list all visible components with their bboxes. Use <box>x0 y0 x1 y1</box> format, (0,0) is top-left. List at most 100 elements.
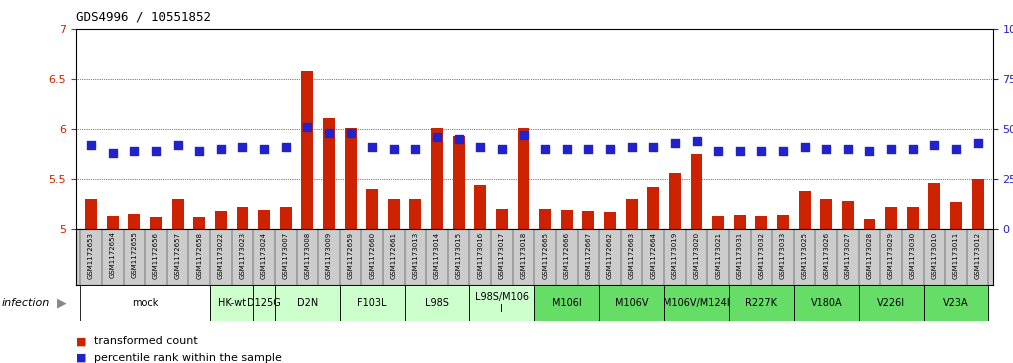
Text: GSM1173025: GSM1173025 <box>801 232 807 278</box>
Bar <box>275 285 339 321</box>
Point <box>926 142 942 148</box>
Text: GSM1173016: GSM1173016 <box>477 232 483 279</box>
Bar <box>106 216 119 229</box>
Bar <box>535 285 600 321</box>
Bar <box>253 285 275 321</box>
Text: mock: mock <box>132 298 158 308</box>
Point <box>407 146 423 152</box>
Point <box>472 144 488 150</box>
Text: GSM1173028: GSM1173028 <box>866 232 872 279</box>
Bar <box>280 207 292 229</box>
Text: V180A: V180A <box>810 298 842 308</box>
Text: ▶: ▶ <box>57 297 67 310</box>
Bar <box>344 128 357 229</box>
Text: GSM1173008: GSM1173008 <box>304 232 310 279</box>
Point <box>321 130 337 136</box>
Point <box>278 144 294 150</box>
Bar <box>647 187 659 229</box>
Point <box>948 146 964 152</box>
Text: GSM1172666: GSM1172666 <box>564 232 569 279</box>
Point <box>905 146 921 152</box>
Text: GSM1173021: GSM1173021 <box>715 232 721 279</box>
Bar <box>85 199 97 229</box>
Bar <box>388 199 400 229</box>
Bar <box>323 118 335 229</box>
Point <box>796 144 812 150</box>
Text: percentile rank within the sample: percentile rank within the sample <box>94 352 282 363</box>
Text: GSM1172665: GSM1172665 <box>542 232 548 278</box>
Point <box>537 146 553 152</box>
Bar <box>129 214 140 229</box>
Text: GSM1172653: GSM1172653 <box>88 232 94 278</box>
Point <box>256 146 272 152</box>
Bar <box>842 201 854 229</box>
Text: GSM1172658: GSM1172658 <box>197 232 203 278</box>
Text: GSM1173007: GSM1173007 <box>283 232 289 279</box>
Text: GSM1173014: GSM1173014 <box>434 232 440 279</box>
Bar <box>691 154 702 229</box>
Point <box>104 150 121 156</box>
Bar <box>885 207 898 229</box>
Point <box>234 144 250 150</box>
Bar <box>756 216 767 229</box>
Point <box>83 142 99 148</box>
Bar <box>821 199 833 229</box>
Text: GSM1173023: GSM1173023 <box>239 232 245 279</box>
Bar <box>907 207 919 229</box>
Bar <box>729 285 794 321</box>
Point <box>428 134 445 140</box>
Text: GSM1173017: GSM1173017 <box>499 232 504 279</box>
Bar <box>859 285 924 321</box>
Point <box>148 148 164 154</box>
Text: GSM1172661: GSM1172661 <box>391 232 397 279</box>
Bar <box>604 212 616 229</box>
Bar <box>432 128 443 229</box>
Bar <box>518 128 530 229</box>
Text: GSM1173033: GSM1173033 <box>780 232 786 279</box>
Point <box>191 148 208 154</box>
Bar <box>777 215 789 229</box>
Point <box>710 148 726 154</box>
Point <box>624 144 640 150</box>
Bar <box>971 179 984 229</box>
Text: F103L: F103L <box>358 298 387 308</box>
Bar <box>863 219 875 229</box>
Bar <box>794 285 859 321</box>
Text: L98S: L98S <box>425 298 449 308</box>
Text: GSM1172662: GSM1172662 <box>607 232 613 278</box>
Point <box>493 146 510 152</box>
Bar <box>453 136 465 229</box>
Bar <box>496 209 508 229</box>
Text: GSM1172655: GSM1172655 <box>132 232 138 278</box>
Text: GSM1172664: GSM1172664 <box>650 232 656 278</box>
Text: GSM1173027: GSM1173027 <box>845 232 851 279</box>
Point <box>819 146 835 152</box>
Text: D2N: D2N <box>297 298 318 308</box>
Text: L98S/M106
I: L98S/M106 I <box>475 292 529 314</box>
Text: GDS4996 / 10551852: GDS4996 / 10551852 <box>76 11 211 24</box>
Text: GSM1173024: GSM1173024 <box>261 232 267 278</box>
Point <box>516 132 532 138</box>
Bar <box>665 285 729 321</box>
Text: GSM1173032: GSM1173032 <box>759 232 765 279</box>
Text: GSM1173020: GSM1173020 <box>694 232 700 279</box>
Text: GSM1173030: GSM1173030 <box>910 232 916 279</box>
Bar <box>733 215 746 229</box>
Point <box>602 146 618 152</box>
Point <box>213 146 229 152</box>
Point <box>667 140 683 146</box>
Text: GSM1173019: GSM1173019 <box>672 232 678 279</box>
Point <box>861 148 877 154</box>
Text: M106I: M106I <box>552 298 581 308</box>
Bar <box>950 202 962 229</box>
Point <box>754 148 770 154</box>
Text: infection: infection <box>2 298 51 308</box>
Bar <box>561 210 572 229</box>
Text: GSM1173026: GSM1173026 <box>824 232 830 279</box>
Bar <box>258 210 270 229</box>
Text: GSM1173010: GSM1173010 <box>931 232 937 279</box>
Point <box>386 146 402 152</box>
Text: R227K: R227K <box>746 298 777 308</box>
Bar <box>626 199 637 229</box>
Text: GSM1173015: GSM1173015 <box>456 232 462 279</box>
